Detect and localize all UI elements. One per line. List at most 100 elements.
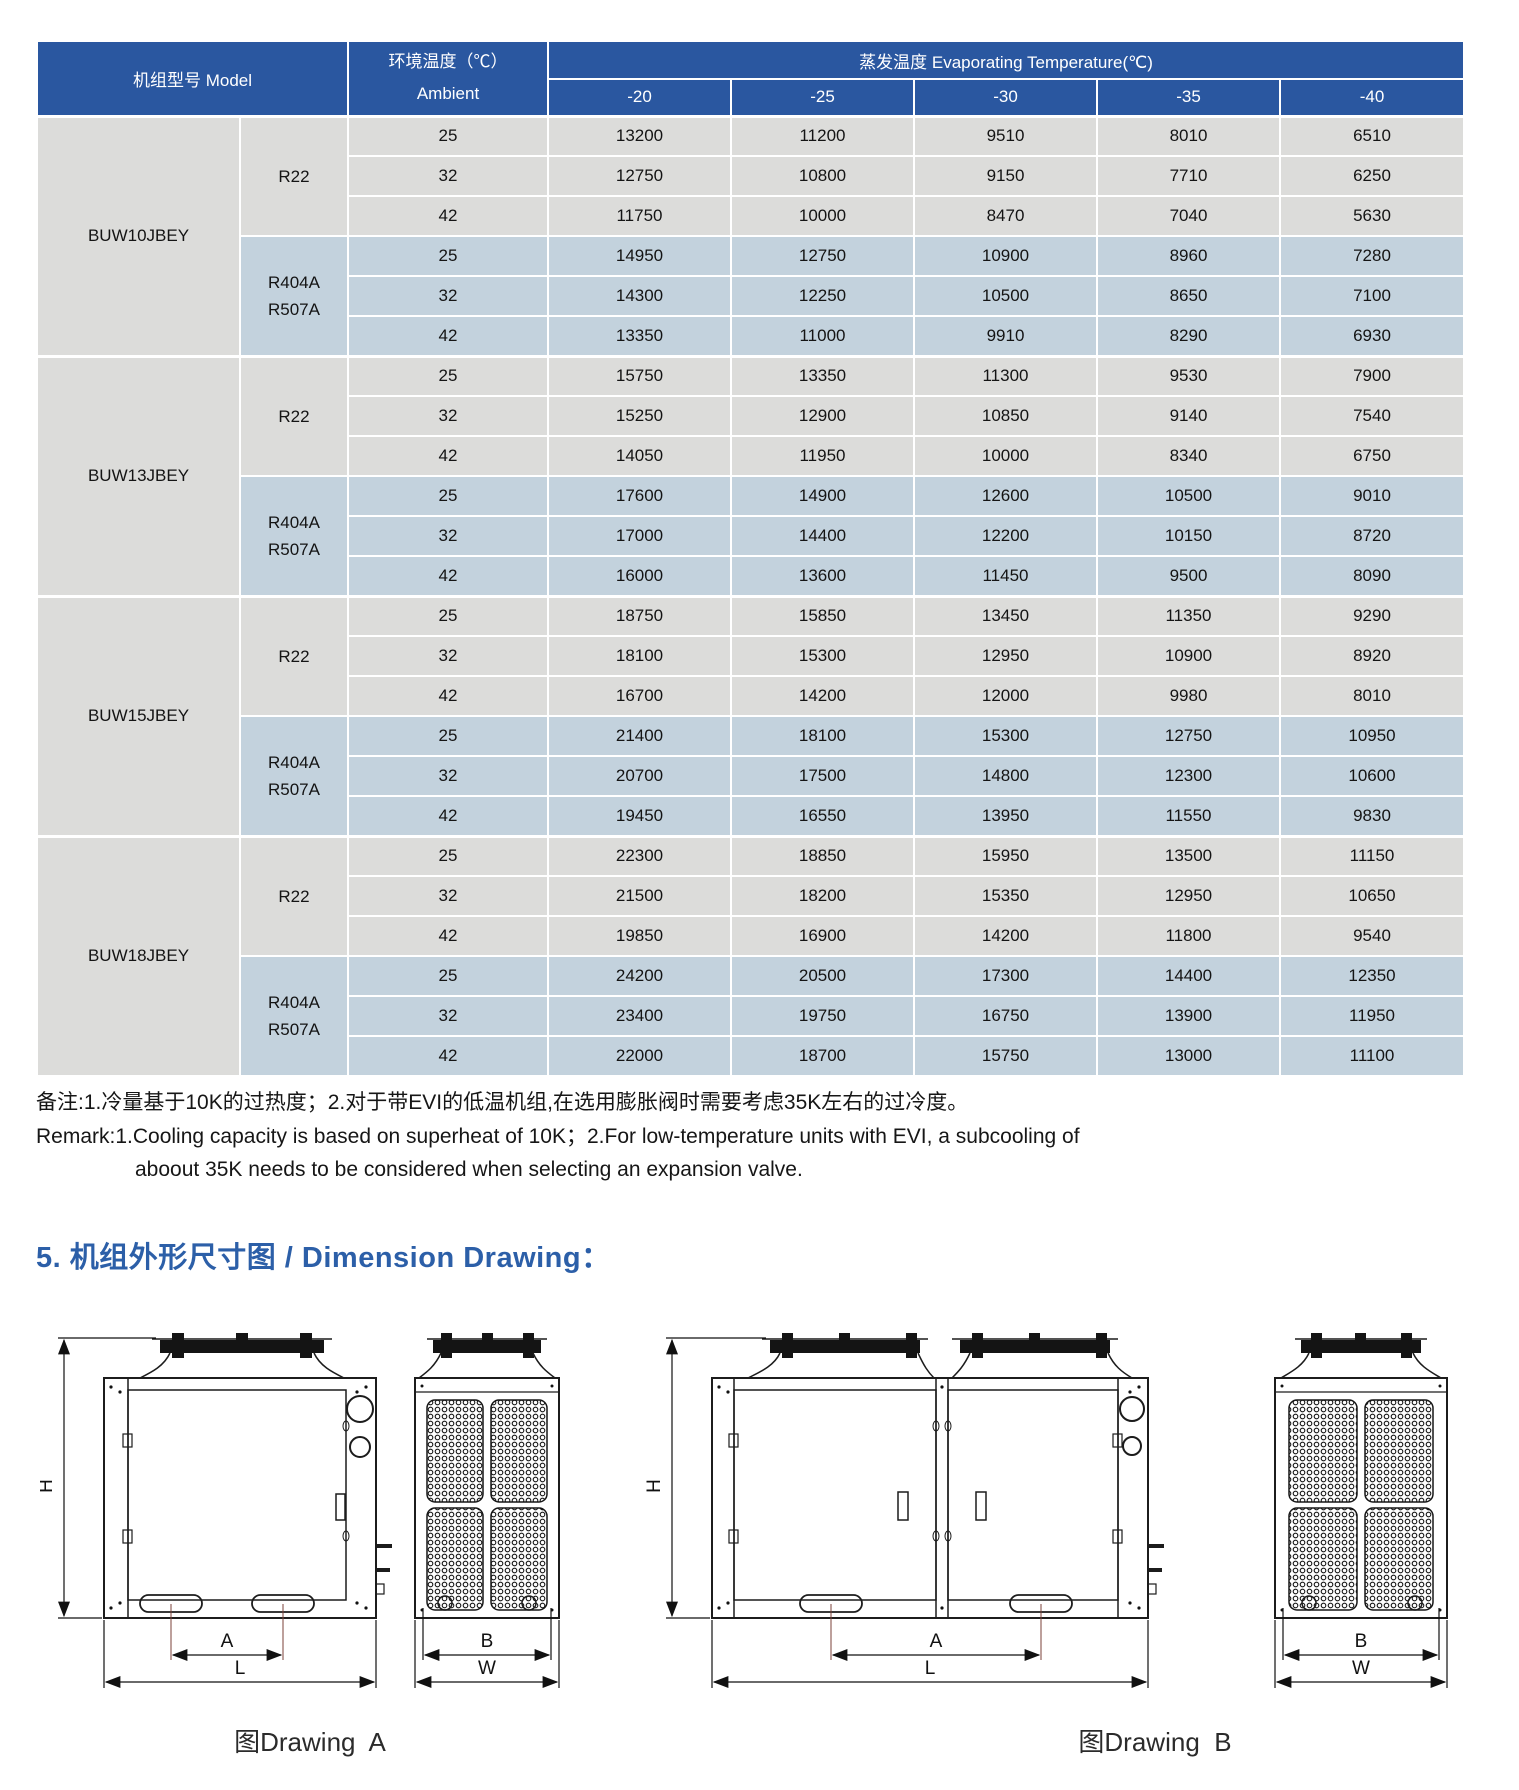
capacity-cell: 15350 (913, 875, 1098, 917)
capacity-cell: 15250 (547, 395, 732, 437)
capacity-cell: 12950 (1096, 875, 1281, 917)
capacity-cell: 8720 (1278, 515, 1466, 557)
dim-label-w: W (478, 1658, 496, 1679)
capacity-cell: 8290 (1096, 315, 1281, 357)
capacity-cell: 5630 (1278, 195, 1466, 237)
table-row: R404A R507A 25 24200 20500 17300 14400 12350 (37, 955, 1466, 1077)
drawing-a-front: H A L (40, 1333, 392, 1688)
dimension-h: H (644, 1337, 766, 1619)
dim-label-w: W (1352, 1658, 1370, 1679)
capacity-cell: 15750 (913, 1035, 1098, 1077)
refrigerant-cell: R404A R507A (239, 955, 349, 1077)
capacity-cell: 14300 (547, 275, 732, 317)
table-header: 机组型号 Model 环境温度（℃） Ambient 蒸发温度 Evaporating… (36, 40, 1466, 117)
table-row: BUW10JBEY R22 25 13200 11200 9510 8010 6510 (36, 114, 1466, 357)
refrigerant-cell: R22 (239, 594, 349, 717)
capacity-cell: 9830 (1278, 795, 1466, 837)
capacity-cell: 14950 (547, 235, 732, 277)
dimension-l: L (711, 1620, 1149, 1688)
grille-panel (490, 1399, 548, 1503)
capacity-cell: 10000 (913, 435, 1098, 477)
capacity-cell: 10500 (913, 275, 1098, 317)
table-row: 42 16700 14200 12000 9980 8010 (37, 675, 1466, 717)
header-ambient: 环境温度（℃） Ambient (347, 40, 549, 117)
table-row: 42 13350 11000 9910 8290 6930 (37, 315, 1466, 357)
dimension-a: A (830, 1604, 1042, 1661)
table-row: R404A R507A 25 21400 18100 15300 12750 10950 (37, 715, 1466, 837)
table-row: R404A R507A 25 14950 12750 10900 8960 7280 (37, 235, 1466, 357)
capacity-cell: 6510 (1278, 114, 1466, 157)
capacity-cell: 7100 (1278, 275, 1466, 317)
table-row: 42 19850 16900 14200 11800 9540 (37, 915, 1466, 957)
capacity-cell: 12350 (1278, 955, 1466, 997)
capacity-cell: 11350 (1096, 594, 1281, 637)
capacity-cell: 13350 (730, 354, 915, 397)
ambient-cell: 32 (347, 995, 549, 1037)
capacity-cell: 12950 (913, 635, 1098, 677)
capacity-cell: 13350 (547, 315, 732, 357)
capacity-cell: 8010 (1278, 675, 1466, 717)
ambient-cell: 32 (347, 275, 549, 317)
capacity-cell: 8920 (1278, 635, 1466, 677)
ambient-cell: 42 (347, 315, 549, 357)
ambient-cell: 25 (347, 955, 549, 997)
capacity-cell: 8010 (1096, 114, 1281, 157)
model-cell: BUW13JBEY (36, 354, 241, 597)
table-row: 42 19450 16550 13950 11550 9830 (37, 795, 1466, 837)
ambient-cell: 42 (347, 195, 549, 237)
capacity-cell: 14200 (913, 915, 1098, 957)
capacity-cell: 14900 (730, 475, 915, 517)
capacity-cell: 6750 (1278, 435, 1466, 477)
capacity-cell: 9290 (1278, 594, 1466, 637)
table-row: 32 15250 12900 10850 9140 7540 (37, 395, 1466, 437)
fan-assembly-icon (951, 1333, 1133, 1379)
capacity-cell: 20500 (730, 955, 915, 997)
ambient-cell: 42 (347, 1035, 549, 1077)
drawing-b-caption: 图Drawing B (1078, 1727, 1232, 1757)
ambient-cell: 32 (347, 635, 549, 677)
ambient-cell: 25 (347, 354, 549, 397)
capacity-cell: 11750 (547, 195, 732, 237)
dimension-w: W (1274, 1620, 1448, 1688)
grille-panel (1364, 1399, 1434, 1503)
ambient-cell: 42 (347, 675, 549, 717)
header-temp: -35 (1096, 78, 1281, 117)
capacity-cell: 18700 (730, 1035, 915, 1077)
remark-line-en: Remark:1.Cooling capacity is based on su… (36, 1124, 1080, 1148)
capacity-cell: 9150 (913, 155, 1098, 197)
refrigerant-label: R22 (278, 646, 310, 666)
capacity-cell: 9530 (1096, 354, 1281, 397)
model-cell: BUW10JBEY (36, 114, 241, 357)
ambient-cell: 32 (347, 515, 549, 557)
capacity-cell: 11100 (1278, 1035, 1466, 1077)
capacity-cell: 18200 (730, 875, 915, 917)
capacity-table: 机组型号 Model 环境温度（℃） Ambient 蒸发温度 Evaporating… (36, 40, 1466, 1077)
refrigerant-label: R404A (268, 752, 320, 772)
dim-label-h: H (40, 1479, 57, 1493)
dimension-w: W (414, 1620, 560, 1688)
capacity-cell: 9910 (913, 315, 1098, 357)
sight-glass-icon (346, 1395, 374, 1423)
capacity-cell: 10150 (1096, 515, 1281, 557)
dim-label-a: A (221, 1631, 234, 1652)
grille-panel (426, 1399, 484, 1503)
dimension-b: B (422, 1608, 552, 1661)
capacity-cell: 12000 (913, 675, 1098, 717)
grille-panel (490, 1507, 548, 1611)
ambient-cell: 42 (347, 795, 549, 837)
capacity-cell: 6930 (1278, 315, 1466, 357)
capacity-cell: 10600 (1278, 755, 1466, 797)
drawing-b-front: H A L (644, 1333, 1164, 1688)
ambient-cell: 32 (347, 875, 549, 917)
ambient-cell: 42 (347, 435, 549, 477)
capacity-cell: 23400 (547, 995, 732, 1037)
grille-panel (1288, 1507, 1358, 1611)
capacity-cell: 21500 (547, 875, 732, 917)
capacity-cell: 17500 (730, 755, 915, 797)
capacity-cell: 11300 (913, 354, 1098, 397)
capacity-cell: 14050 (547, 435, 732, 477)
capacity-cell: 10900 (1096, 635, 1281, 677)
grille-panel (1288, 1399, 1358, 1503)
capacity-cell: 11200 (730, 114, 915, 157)
header-row: 机组型号 Model 环境温度（℃） Ambient 蒸发温度 Evaporating… (36, 40, 1466, 117)
